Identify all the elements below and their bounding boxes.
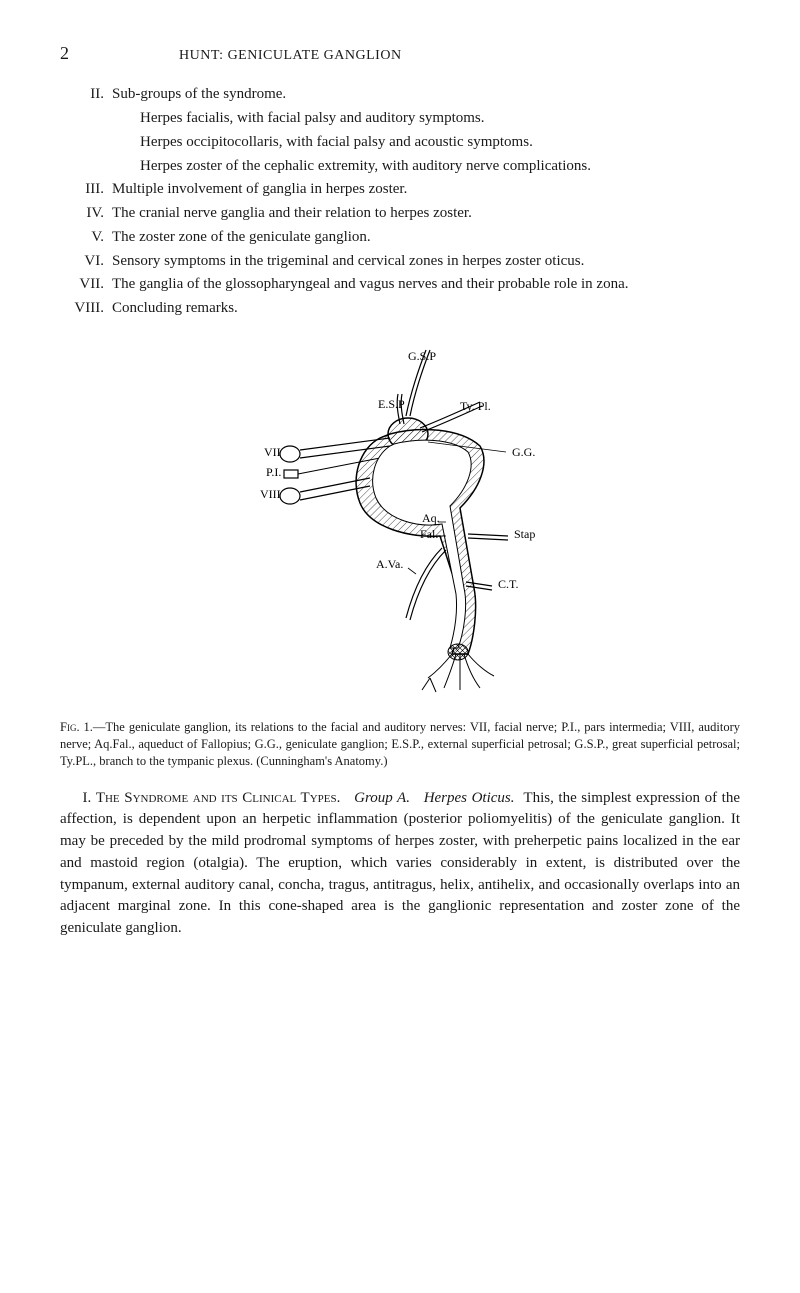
disease-name: Herpes Oticus.	[424, 790, 515, 806]
outline-text: The cranial nerve ganglia and their rela…	[112, 203, 740, 225]
outline-list: II. Sub-groups of the syndrome. Herpes f…	[60, 84, 740, 320]
outline-number: IV.	[60, 203, 112, 225]
body-paragraph: I. The Syndrome and its Clinical Types. …	[60, 788, 740, 940]
outline-text: The zoster zone of the geniculate gangli…	[112, 227, 740, 249]
body-text: This, the simplest expression of the aff…	[60, 790, 740, 937]
outline-item: VI. Sensory symptoms in the trigeminal a…	[60, 251, 740, 273]
outline-subitem: Herpes zoster of the cephalic extremity,…	[140, 156, 740, 178]
outline-subitem: Herpes occipitocollaris, with facial pal…	[140, 132, 740, 154]
diagram-label-esp: E.S.P	[378, 397, 405, 411]
outline-number: III.	[60, 179, 112, 201]
outline-item: III. Multiple involvement of ganglia in …	[60, 179, 740, 201]
diagram-label-ct: C.T.	[498, 577, 518, 591]
diagram-label-viii: VIII	[260, 487, 281, 501]
figure-geniculate-ganglion: G.S.P E.S.P Ty. Pl. VII P.I. VIII G.G. Aq. Fal. S…	[60, 338, 740, 705]
outline-number: VII.	[60, 274, 112, 296]
outline-subitem: Herpes facialis, with facial palsy and a…	[140, 108, 740, 130]
outline-item: II. Sub-groups of the syndrome.	[60, 84, 740, 106]
outline-number: V.	[60, 227, 112, 249]
group-label: Group A.	[354, 790, 410, 806]
caption-lead: Fig. 1.	[60, 720, 93, 734]
outline-item: V. The zoster zone of the geniculate gan…	[60, 227, 740, 249]
diagram-label-fal: Fal.	[420, 527, 438, 541]
diagram-label-ava: A.Va.	[376, 557, 403, 571]
outline-text: Sub-groups of the syndrome.	[112, 84, 740, 106]
caption-body: —The geniculate ganglion, its relations …	[60, 720, 740, 768]
section-number: I.	[83, 790, 92, 806]
outline-text: Multiple involvement of ganglia in herpe…	[112, 179, 740, 201]
page-number: 2	[60, 40, 69, 66]
running-head: HUNT: GENICULATE GANGLION	[179, 46, 402, 66]
outline-item: IV. The cranial nerve ganglia and their …	[60, 203, 740, 225]
outline-item: VII. The ganglia of the glossopharyngeal…	[60, 274, 740, 296]
diagram-label-vii: VII	[264, 445, 281, 459]
outline-number: VI.	[60, 251, 112, 273]
anatomy-diagram: G.S.P E.S.P Ty. Pl. VII P.I. VIII G.G. Aq. Fal. S…	[230, 338, 570, 698]
diagram-label-gg: G.G.	[512, 445, 535, 459]
outline-text: Sensory symptoms in the trigeminal and c…	[112, 251, 740, 273]
section-title: The Syndrome and its Clinical Types.	[96, 790, 341, 806]
diagram-label-gsp: G.S.P	[408, 349, 436, 363]
outline-number: II.	[60, 84, 112, 106]
outline-text: The ganglia of the glossopharyngeal and …	[112, 274, 740, 296]
diagram-label-pi: P.I.	[266, 465, 281, 479]
diagram-label-typl: Ty. Pl.	[460, 399, 491, 413]
diagram-label-aq: Aq.	[422, 511, 440, 525]
outline-item: VIII. Concluding remarks.	[60, 298, 740, 320]
page-header: 2 HUNT: GENICULATE GANGLION	[60, 40, 740, 66]
diagram-label-stap: Stap	[514, 527, 535, 541]
outline-text: Concluding remarks.	[112, 298, 740, 320]
outline-number: VIII.	[60, 298, 112, 320]
figure-caption: Fig. 1.—The geniculate ganglion, its rel…	[60, 719, 740, 770]
